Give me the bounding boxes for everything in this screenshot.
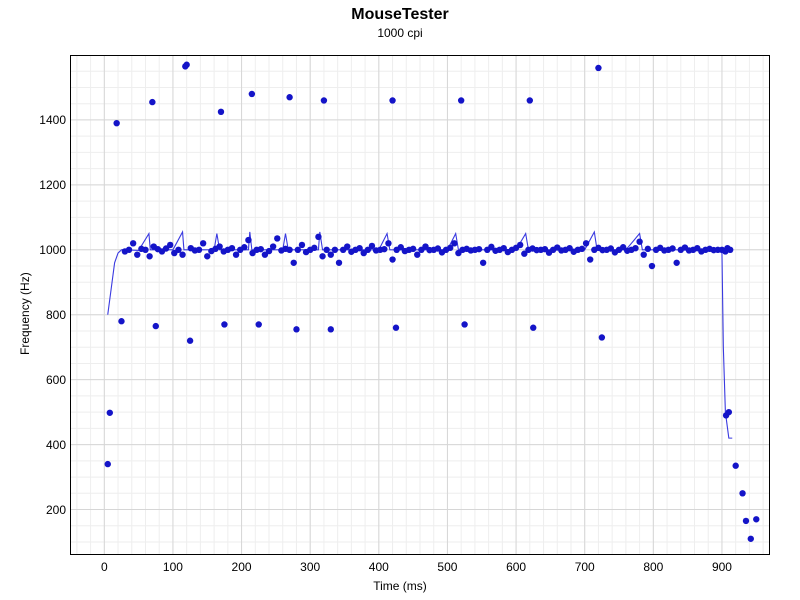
y-axis-label: Frequency (Hz) <box>18 272 32 355</box>
x-tick: 800 <box>643 561 663 573</box>
chart-container: MouseTester 1000 cpi 0 100 200 300 400 500 600… <box>0 0 800 600</box>
x-tick: 0 <box>101 561 108 573</box>
x-tick: 500 <box>437 561 457 573</box>
y-tick: 800 <box>41 309 66 321</box>
y-tick: 600 <box>41 374 66 386</box>
x-tick: 200 <box>232 561 252 573</box>
chart-subtitle: 1000 cpi <box>0 26 800 40</box>
x-tick: 100 <box>163 561 183 573</box>
scatter-plot <box>70 55 770 555</box>
y-tick: 1200 <box>34 179 66 191</box>
x-tick: 600 <box>506 561 526 573</box>
y-tick: 1000 <box>34 244 66 256</box>
chart-title: MouseTester <box>0 6 800 24</box>
x-axis-label: Time (ms) <box>0 579 800 593</box>
x-tick: 700 <box>575 561 595 573</box>
x-tick: 900 <box>712 561 732 573</box>
x-tick: 400 <box>369 561 389 573</box>
y-tick: 400 <box>41 439 66 451</box>
y-tick: 1400 <box>34 114 66 126</box>
y-tick: 200 <box>41 504 66 516</box>
x-tick: 300 <box>300 561 320 573</box>
